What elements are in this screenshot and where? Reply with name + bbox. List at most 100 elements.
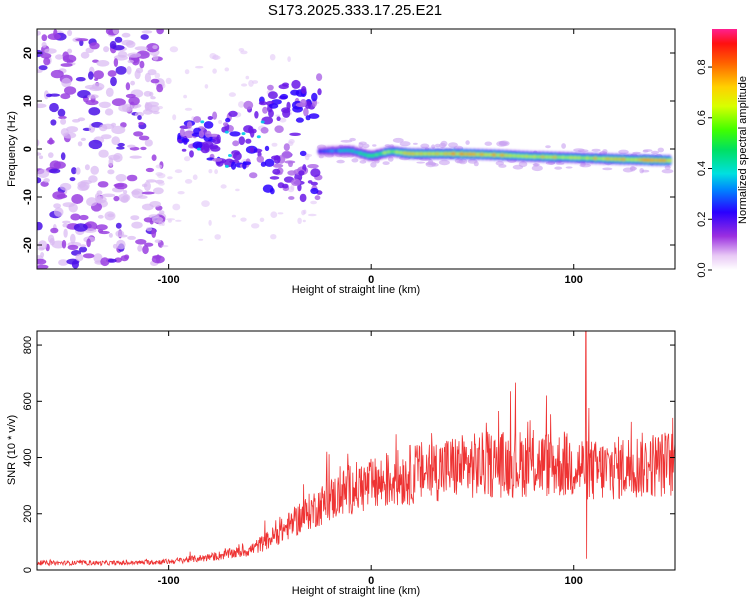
noise-blob-352	[212, 68, 217, 74]
noise-blob-189	[80, 137, 86, 141]
noise-blob-134	[43, 57, 51, 66]
noise-blob-183	[49, 160, 61, 170]
noise-blob-85	[98, 101, 111, 109]
noise-blob-486	[230, 161, 237, 170]
noise-blob-418	[195, 65, 204, 69]
noise-blob-726	[639, 168, 644, 174]
noise-blob-555	[283, 143, 290, 152]
noise-blob-313	[90, 165, 99, 175]
noise-blob-403	[167, 219, 172, 223]
noise-blob-24	[108, 233, 113, 238]
noise-blob-208	[44, 48, 57, 54]
noise-blob-156	[94, 78, 99, 81]
noise-blob-458	[310, 181, 318, 186]
noise-blob-563	[269, 176, 280, 180]
noise-blob-23	[71, 194, 84, 204]
noise-blob-498	[310, 168, 321, 178]
noise-blob-314	[152, 45, 158, 50]
noise-blob-305	[71, 260, 79, 269]
noise-blob-140	[37, 139, 40, 147]
noise-blob-256	[113, 58, 119, 67]
noise-blob-720	[440, 140, 448, 147]
noise-blob-121	[113, 195, 120, 202]
noise-blob-112	[57, 108, 66, 117]
noise-blob-702	[374, 158, 380, 164]
noise-blob-203	[79, 244, 87, 248]
noise-blob-200	[79, 214, 89, 221]
noise-blob-596	[256, 135, 261, 139]
noise-blob-172	[150, 96, 156, 100]
noise-blob-717	[431, 144, 436, 149]
noise-blob-715	[579, 163, 591, 168]
noise-blob-233	[82, 253, 95, 259]
noise-blob-480	[262, 106, 268, 114]
noise-blob-417	[241, 83, 248, 87]
noise-blob-380	[224, 67, 230, 72]
x-tick-label: 0	[368, 274, 374, 286]
noise-blob-407	[172, 203, 181, 211]
noise-blob-597	[224, 130, 229, 134]
noise-blob-99	[129, 155, 142, 159]
noise-blob-160	[149, 91, 154, 97]
noise-blob-728	[456, 160, 466, 164]
noise-blob-603	[351, 158, 359, 163]
noise-blob-467	[316, 73, 323, 81]
noise-blob-424	[238, 136, 245, 146]
noise-blob-319	[70, 233, 76, 244]
noise-blob-386	[158, 221, 164, 226]
noise-blob-1	[115, 66, 127, 75]
noise-blob-559	[278, 84, 289, 90]
noise-blob-708	[496, 140, 507, 147]
noise-blob-283	[137, 115, 142, 121]
noise-blob-129	[136, 50, 150, 59]
spectrogram-y-ticks: 20 10 0 -10 -20	[22, 47, 675, 253]
noise-blob-20	[101, 193, 116, 198]
noise-blob-358	[192, 174, 198, 180]
noise-blob-303	[50, 119, 57, 126]
noise-blob-569	[305, 115, 311, 121]
noise-blob-366	[214, 234, 221, 240]
noise-blob-593	[196, 147, 201, 151]
noise-blob-306	[53, 203, 61, 209]
noise-blob-568	[181, 138, 190, 143]
noise-blob-0	[111, 98, 126, 107]
y-tick-label: 200	[22, 505, 34, 523]
noise-blob-229	[152, 255, 162, 259]
noise-blob-557	[233, 151, 242, 161]
y-tick-label: 10	[22, 95, 34, 107]
noise-blob-587	[216, 134, 221, 144]
noise-blob-606	[340, 139, 353, 143]
y-tick-label: 600	[22, 392, 34, 410]
noise-blob-291	[88, 175, 98, 183]
noise-blob-474	[193, 116, 202, 123]
noise-blob-194	[58, 115, 67, 120]
noise-blob-148	[37, 247, 45, 251]
noise-blob-120	[143, 181, 151, 192]
noise-blob-96	[131, 221, 143, 229]
noise-blob-263	[152, 54, 159, 61]
noise-blob-5	[78, 246, 88, 253]
noise-blob-287	[127, 52, 141, 58]
noise-blob-705	[362, 143, 370, 149]
noise-blob-239	[37, 177, 42, 184]
noise-blob-656	[661, 169, 674, 174]
noise-blob-679	[622, 167, 634, 173]
noise-blob-277	[94, 193, 101, 201]
noise-blob-592	[228, 154, 232, 157]
noise-blob-414	[214, 169, 219, 175]
noise-blob-537	[245, 138, 252, 144]
noise-blob-60	[153, 187, 164, 195]
snr-y-ticks: 0 200 400 600 800	[22, 336, 675, 573]
noise-blob-342	[235, 188, 240, 192]
noise-blob-525	[303, 107, 309, 117]
noise-blob-409	[251, 223, 260, 229]
noise-blob-402	[166, 218, 176, 221]
noise-blob-502	[243, 100, 254, 110]
noise-blob-507	[268, 109, 274, 118]
y-tick-label: 20	[22, 47, 34, 59]
noise-blob-558	[279, 93, 289, 100]
noise-blob-327	[60, 63, 73, 67]
noise-blob-599	[591, 148, 601, 152]
noise-blob-338	[184, 179, 193, 184]
noise-blob-419	[184, 69, 190, 75]
